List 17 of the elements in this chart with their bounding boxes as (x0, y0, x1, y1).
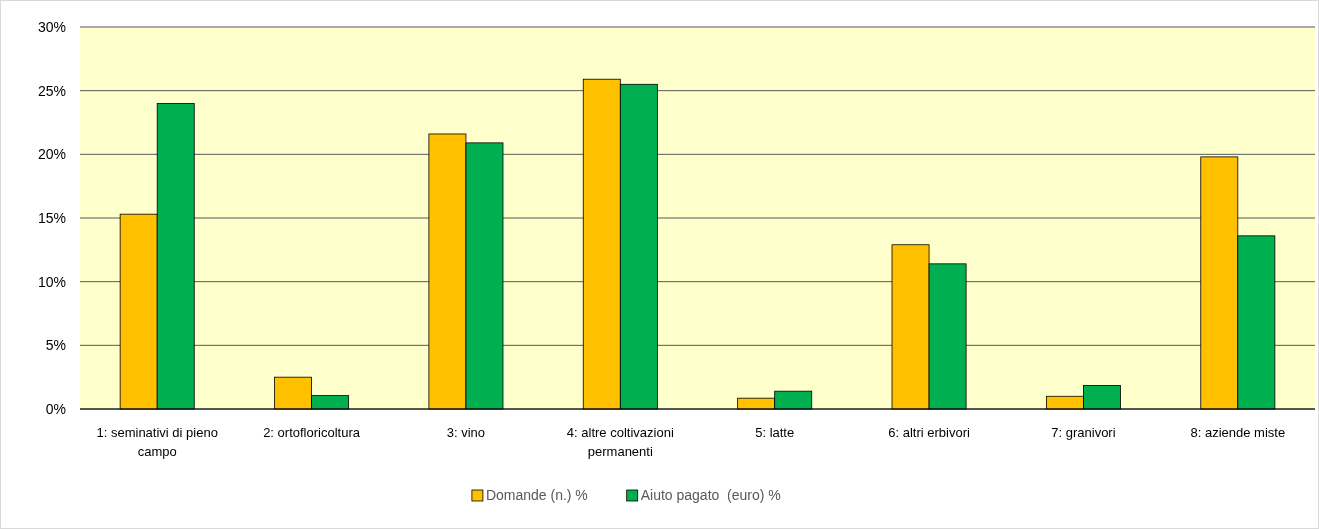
x-tick-label: 5: latte (755, 425, 795, 440)
y-tick-label: 10% (37, 273, 66, 290)
y-tick-label: 15% (37, 209, 66, 226)
x-tick-label: 1: seminativi di pieno campo (96, 425, 218, 459)
legend-label: Domande (n.) % (485, 487, 588, 503)
x-tick-label: 4: altre coltivazioni permanenti (566, 425, 674, 459)
y-tick-label: 30% (37, 18, 66, 35)
legend-label: Aiuto pagato (euro) % (640, 487, 781, 503)
x-tick-label: 3: vino (446, 425, 486, 440)
y-tick-label: 20% (37, 146, 66, 163)
y-tick-label: 25% (37, 82, 66, 99)
x-tick-label: 7: granivori (1051, 425, 1116, 440)
x-tick-label: 6: altri erbivori (888, 425, 970, 440)
y-tick-label: 0% (45, 400, 66, 417)
y-tick-label: 5% (45, 337, 66, 354)
x-tick-label: 8: aziende miste (1190, 425, 1286, 440)
x-tick-label: 2: ortofloricoltura (263, 425, 361, 440)
